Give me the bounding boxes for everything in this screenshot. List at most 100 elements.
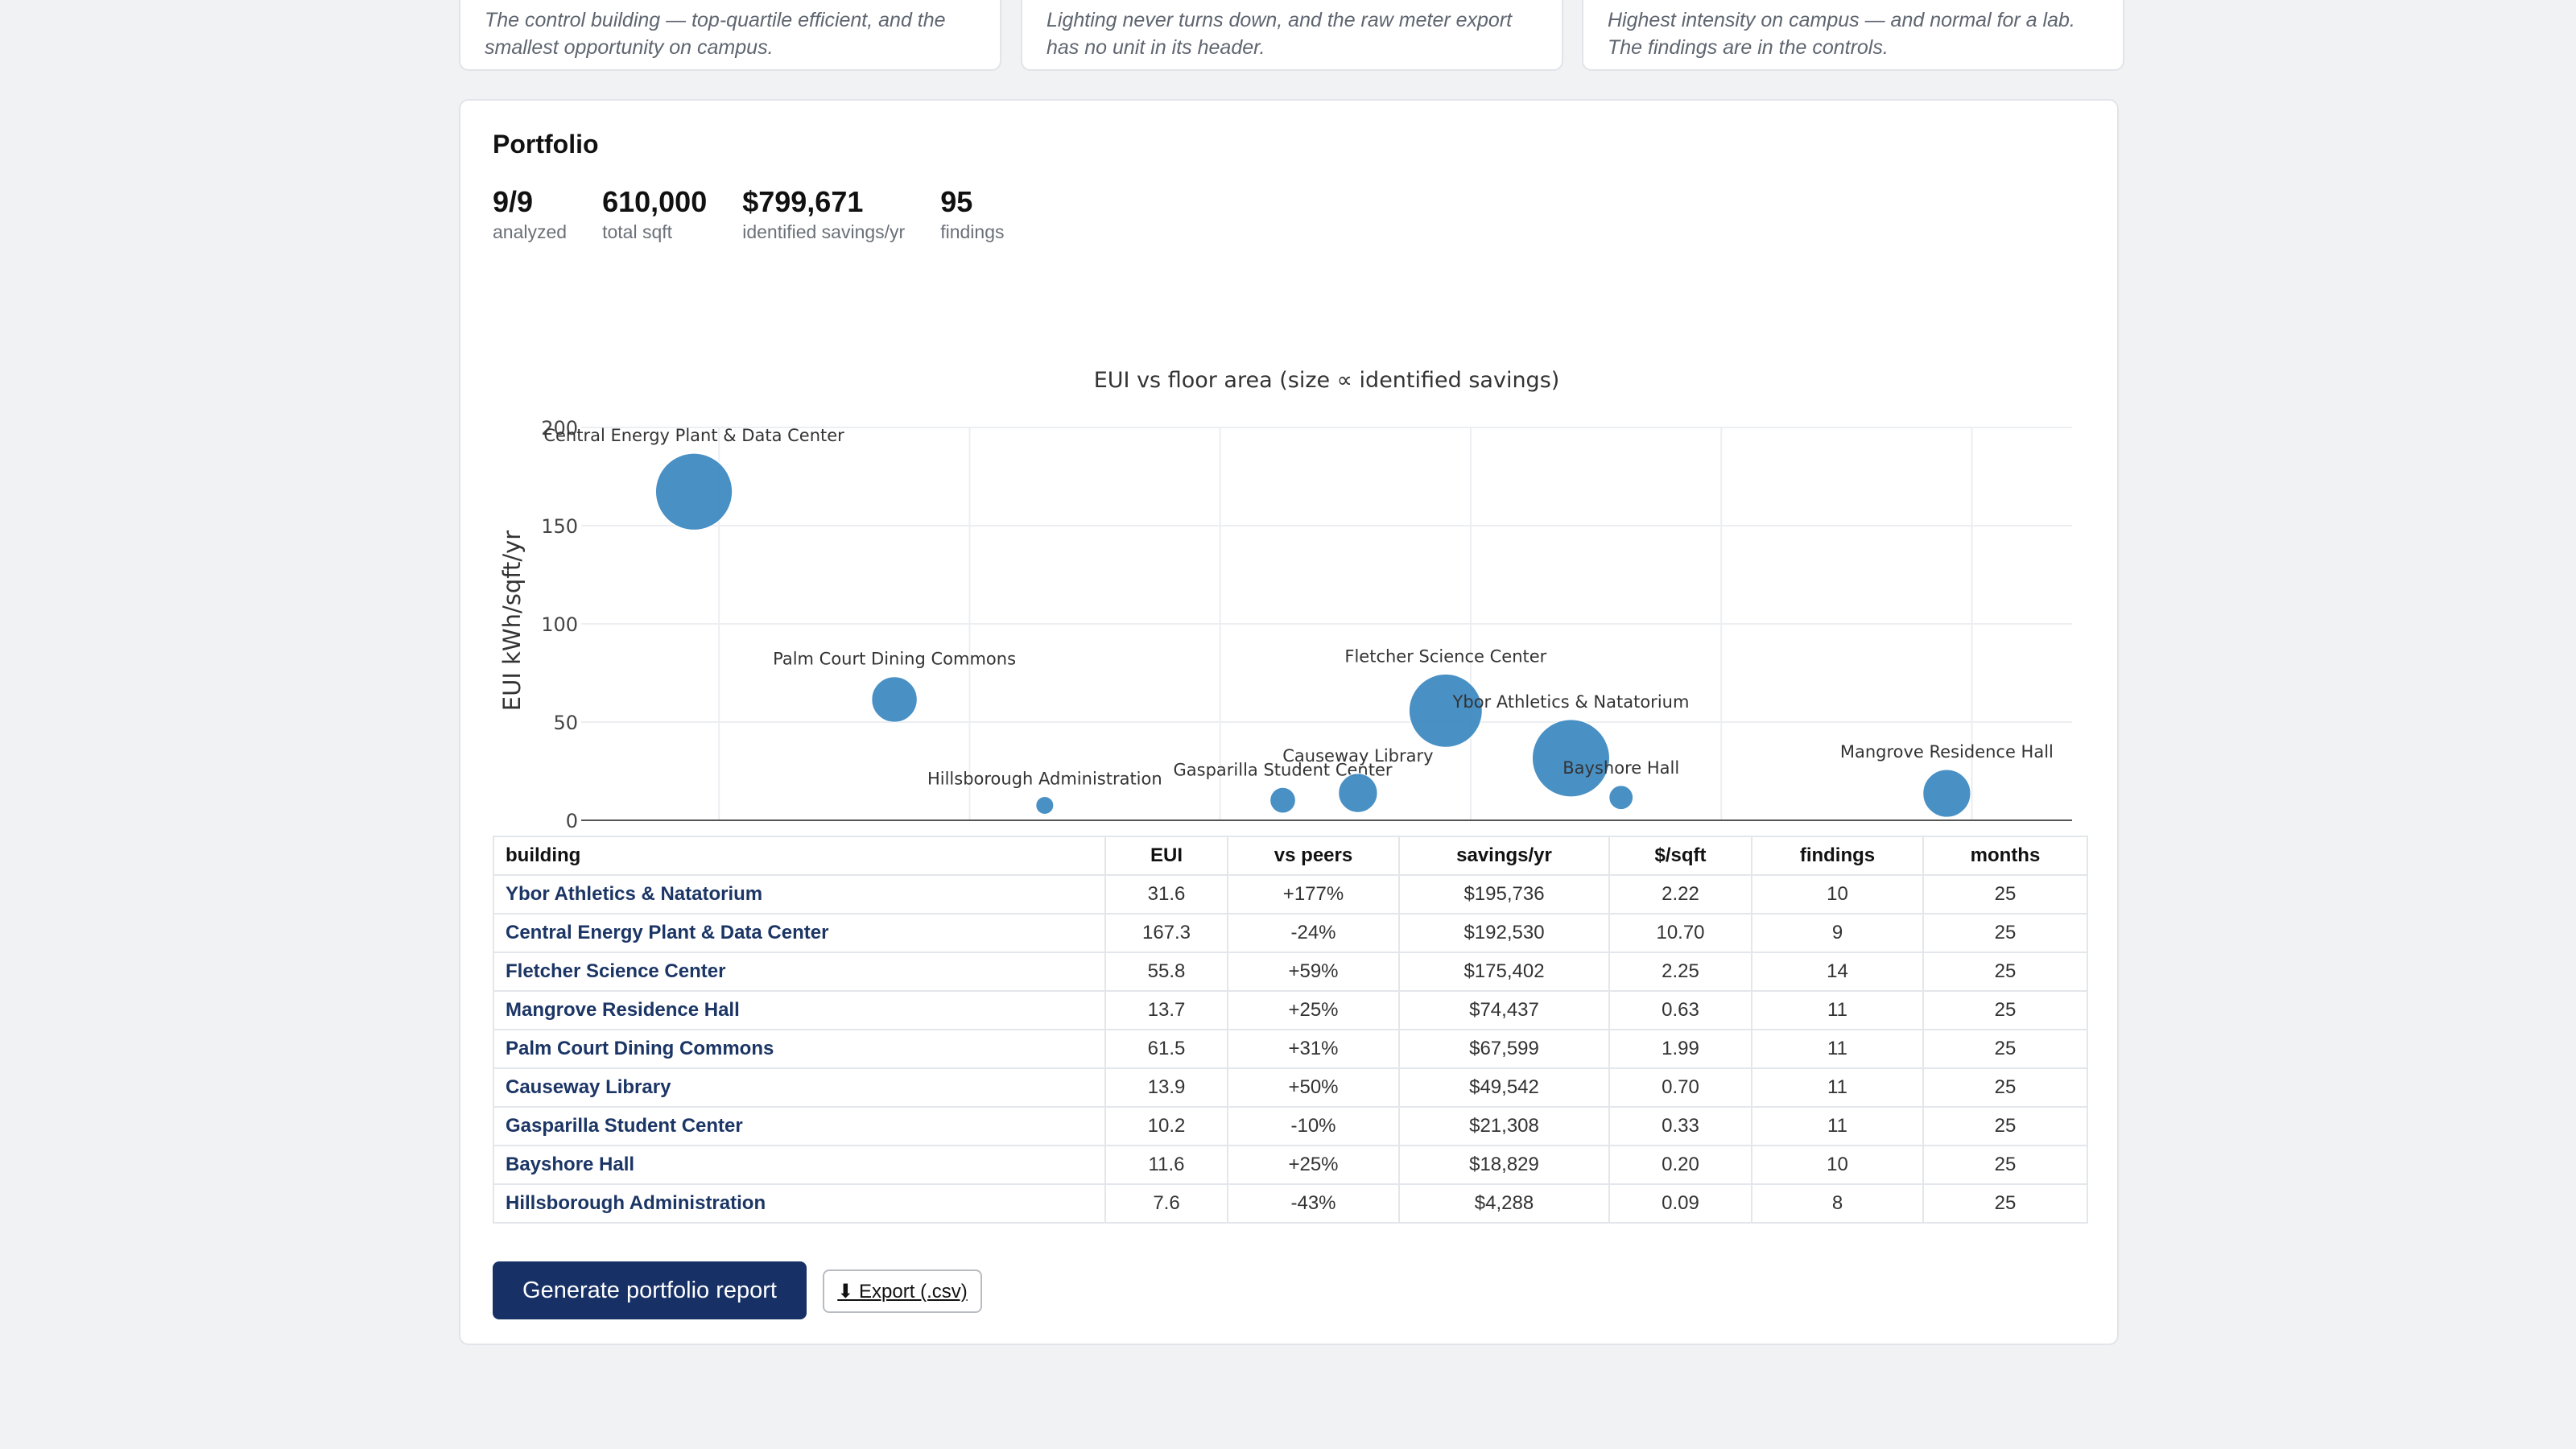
building-link[interactable]: Hillsborough Administration <box>493 1183 1106 1224</box>
y-tick-label: 150 <box>541 515 578 538</box>
cell-vs-peers: -43% <box>1227 1183 1400 1224</box>
cell-savings: $74,437 <box>1398 990 1610 1030</box>
cell-savings: $4,288 <box>1398 1183 1610 1224</box>
table-row[interactable]: Causeway Library 13.9 +50% $49,542 0.70 11 25 <box>493 1067 2088 1108</box>
y-tick-label: 50 <box>553 712 578 734</box>
building-link[interactable]: Ybor Athletics & Natatorium <box>493 874 1106 914</box>
cell-dollar-per-sqft: 0.09 <box>1608 1183 1752 1224</box>
stat-value: 9/9 <box>493 185 534 218</box>
cell-savings: $192,530 <box>1398 913 1610 953</box>
cell-dollar-per-sqft: 2.25 <box>1608 952 1752 992</box>
building-link[interactable]: Causeway Library <box>493 1067 1106 1108</box>
stat-value: $799,671 <box>742 185 864 218</box>
cell-findings: 11 <box>1751 990 1924 1030</box>
generate-report-button[interactable]: Generate portfolio report <box>493 1261 807 1319</box>
y-axis-label: EUI kWh/sqft/yr <box>498 530 526 711</box>
summary-card-3: Highest intensity on campus — and normal… <box>1582 0 2124 71</box>
point-label: Hillsborough Administration <box>927 769 1162 788</box>
cell-findings: 9 <box>1751 913 1924 953</box>
cell-eui: 13.9 <box>1104 1067 1228 1108</box>
stat-total-sqft: 610,000 total sqft <box>602 184 707 244</box>
cell-savings: $175,402 <box>1398 952 1610 992</box>
point-label: Central Energy Plant & Data Center <box>543 426 844 445</box>
portfolio-stats: 9/9 analyzed 610,000 total sqft $799,671… <box>493 184 1040 244</box>
data-point <box>871 676 918 723</box>
building-link[interactable]: Mangrove Residence Hall <box>493 990 1106 1030</box>
point-label: Causeway Library <box>1282 746 1433 766</box>
point-label: Bayshore Hall <box>1563 758 1679 778</box>
cell-dollar-per-sqft: 0.63 <box>1608 990 1752 1030</box>
stat-findings: 95 findings <box>940 184 1004 244</box>
col-months[interactable]: months <box>1922 836 2088 876</box>
table-header-row: building EUI vs peers savings/yr $/sqft … <box>493 836 2088 876</box>
table-row[interactable]: Gasparilla Student Center 10.2 -10% $21,308… <box>493 1106 2088 1146</box>
summary-card-2: Lighting never turns down, and the raw m… <box>1021 0 1563 71</box>
cell-savings: $67,599 <box>1398 1029 1610 1069</box>
cell-eui: 10.2 <box>1104 1106 1228 1146</box>
eui-scatter-chart: EUI vs floor area (size ∝ identified sav… <box>498 368 2072 832</box>
cell-eui: 61.5 <box>1104 1029 1228 1069</box>
cell-dollar-per-sqft: 0.33 <box>1608 1106 1752 1146</box>
stat-label: findings <box>940 221 1005 242</box>
stat-label: analyzed <box>493 221 568 242</box>
building-link[interactable]: Bayshore Hall <box>493 1145 1106 1185</box>
point-label: Mangrove Residence Hall <box>1840 742 2054 762</box>
portfolio-card: Portfolio 9/9 analyzed 610,000 total sqf… <box>459 99 2119 1345</box>
table-row[interactable]: Palm Court Dining Commons 61.5 +31% $67,599… <box>493 1029 2088 1069</box>
cell-eui: 11.6 <box>1104 1145 1228 1185</box>
data-point <box>1608 785 1634 811</box>
col-building[interactable]: building <box>493 836 1106 876</box>
cell-dollar-per-sqft: 0.70 <box>1608 1067 1752 1108</box>
building-link[interactable]: Fletcher Science Center <box>493 952 1106 992</box>
cell-months: 25 <box>1922 874 2088 914</box>
data-point <box>1531 719 1610 798</box>
building-link[interactable]: Palm Court Dining Commons <box>493 1029 1106 1069</box>
cell-eui: 13.7 <box>1104 990 1228 1030</box>
y-tick-label: 100 <box>541 613 578 636</box>
table-row[interactable]: Central Energy Plant & Data Center 167.3-… <box>493 913 2088 953</box>
data-point <box>1338 773 1378 813</box>
stat-label: identified savings/yr <box>742 221 906 242</box>
cell-findings: 11 <box>1751 1106 1924 1146</box>
stat-analyzed: 9/9 analyzed <box>493 184 567 244</box>
cell-findings: 11 <box>1751 1029 1924 1069</box>
table-row[interactable]: Ybor Athletics & Natatorium 31.6 +177% $195… <box>493 874 2088 914</box>
col-eui[interactable]: EUI <box>1104 836 1228 876</box>
data-point <box>1408 673 1483 748</box>
cell-months: 25 <box>1922 1183 2088 1224</box>
table-row[interactable]: Mangrove Residence Hall 13.7 +25% $74,437 0.… <box>493 990 2088 1030</box>
col-findings[interactable]: findings <box>1751 836 1924 876</box>
building-link[interactable]: Gasparilla Student Center <box>493 1106 1106 1146</box>
cell-dollar-per-sqft: 2.22 <box>1608 874 1752 914</box>
cell-months: 25 <box>1922 952 2088 992</box>
cell-dollar-per-sqft: 0.20 <box>1608 1145 1752 1185</box>
export-csv-button[interactable]: ⬇ Export (.csv) <box>823 1269 982 1313</box>
col-savings[interactable]: savings/yr <box>1398 836 1610 876</box>
table-row[interactable]: Fletcher Science Center 55.8 +59% $175,402 2… <box>493 952 2088 992</box>
cell-vs-peers: +31% <box>1227 1029 1400 1069</box>
data-point <box>1035 795 1055 815</box>
stat-savings: $799,671 identified savings/yr <box>742 184 905 244</box>
cell-eui: 55.8 <box>1104 952 1228 992</box>
cell-vs-peers: +177% <box>1227 874 1400 914</box>
table-row[interactable]: Bayshore Hall 11.6 +25% $18,829 0.20 10 25 <box>493 1145 2088 1185</box>
cell-months: 25 <box>1922 1145 2088 1185</box>
cell-months: 25 <box>1922 913 2088 953</box>
y-tick-label: 0 <box>566 810 578 832</box>
cell-findings: 14 <box>1751 952 1924 992</box>
data-point <box>1922 769 1971 818</box>
cell-eui: 31.6 <box>1104 874 1228 914</box>
cell-vs-peers: +25% <box>1227 1145 1400 1185</box>
portfolio-title: Portfolio <box>493 130 599 159</box>
summary-card-1: The control building — top-quartile effi… <box>459 0 1001 71</box>
building-link[interactable]: Central Energy Plant & Data Center <box>493 913 1106 953</box>
cell-vs-peers: +59% <box>1227 952 1400 992</box>
table-row[interactable]: Hillsborough Administration 7.6 -43% $4,288… <box>493 1183 2088 1224</box>
col-vs-peers[interactable]: vs peers <box>1227 836 1400 876</box>
summary-card-text: Highest intensity on campus — and normal… <box>1608 9 2075 59</box>
buildings-table: building EUI vs peers savings/yr $/sqft … <box>493 836 2088 1224</box>
point-label: Palm Court Dining Commons <box>773 650 1016 669</box>
cell-vs-peers: +50% <box>1227 1067 1400 1108</box>
col-dollar-per-sqft[interactable]: $/sqft <box>1608 836 1752 876</box>
cell-vs-peers: -10% <box>1227 1106 1400 1146</box>
